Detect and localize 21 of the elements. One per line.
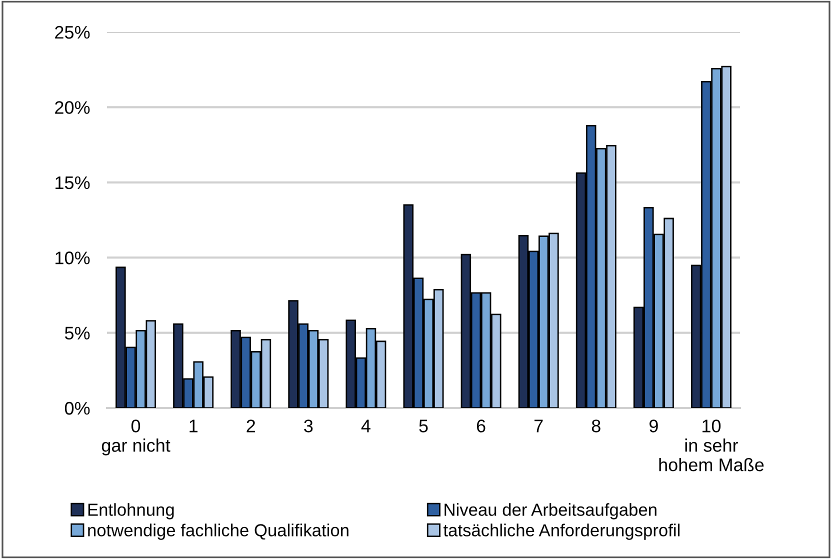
legend-label: Niveau der Arbeitsaufgaben: [444, 503, 656, 520]
x-tick-label: 4: [361, 420, 370, 432]
y-tick-label: 15%: [56, 176, 90, 190]
x-tick-label: 9: [650, 420, 658, 432]
x-tick-label: 10 in sehr hohem Maße: [659, 420, 764, 472]
x-tick-label: 7: [534, 420, 543, 432]
legend-label: tatsächliche Anforderungsprofil: [444, 524, 680, 540]
y-tick-label: 20%: [55, 101, 90, 114]
x-tick-label: 8: [592, 420, 600, 432]
y-tick-label: 5%: [64, 326, 90, 340]
x-tick-label: 6: [476, 420, 486, 432]
y-tick-label: 10%: [56, 252, 90, 264]
x-tick-label: 1: [190, 420, 198, 432]
x-tick-label: 2: [246, 420, 255, 432]
y-tick-label: 0%: [64, 402, 90, 415]
x-tick-label: 5: [419, 420, 428, 432]
legend-label: Entlohnung: [88, 503, 174, 520]
y-tick-label: 25%: [55, 26, 90, 39]
x-tick-label: 0 gar nicht: [102, 420, 170, 456]
legend-label: notwendige fachliche Qualifikation: [88, 524, 348, 540]
x-tick-label: 3: [304, 420, 313, 432]
